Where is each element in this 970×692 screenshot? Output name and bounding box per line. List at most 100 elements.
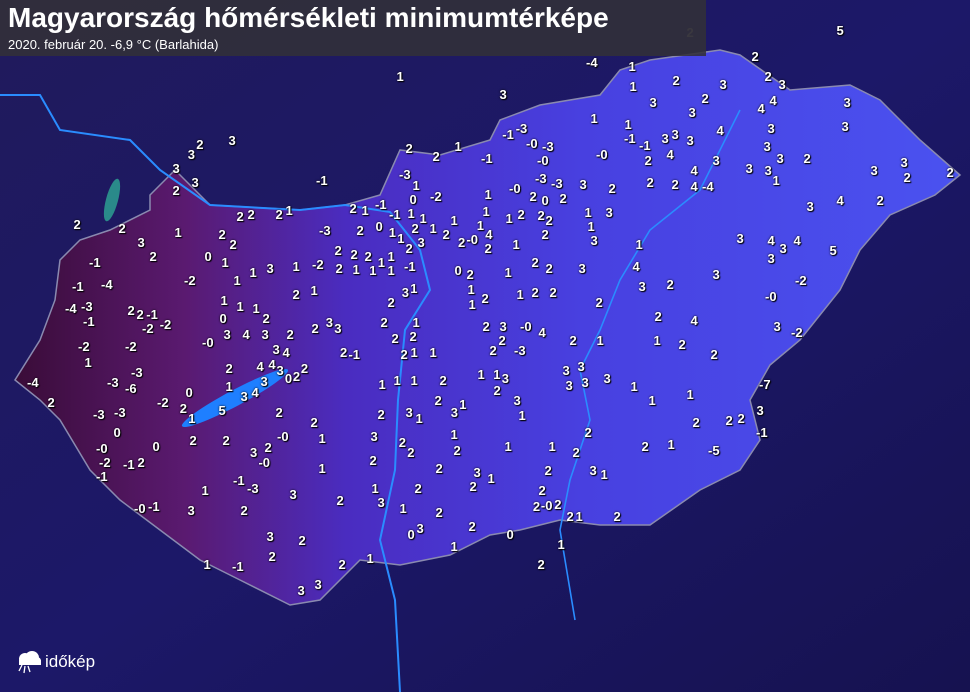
station-temperature: 3 — [581, 374, 589, 390]
station-temperature: 3 — [416, 520, 424, 536]
station-temperature: -7 — [759, 376, 771, 392]
station-temperature: 3 — [686, 132, 694, 148]
station-temperature: 2 — [489, 342, 497, 358]
station-temperature: 1 — [667, 436, 675, 452]
station-temperature: 3 — [334, 320, 342, 336]
station-temperature: 2 — [481, 290, 489, 306]
station-temperature: -1 — [123, 456, 135, 472]
station-temperature: 1 — [399, 500, 407, 516]
station-temperature: 0 — [219, 310, 227, 326]
station-temperature: 0 — [204, 248, 212, 264]
station-temperature: 2 — [400, 346, 408, 362]
station-temperature: 2 — [442, 226, 450, 242]
station-temperature: -4 — [65, 300, 77, 316]
station-temperature: 1 — [467, 281, 475, 297]
station-temperature: 1 — [518, 407, 526, 423]
station-temperature: 3 — [417, 234, 425, 250]
station-temperature: 2 — [405, 140, 413, 156]
station-temperature: 4 — [538, 324, 546, 340]
title-bar: Magyarország hőmérsékleti minimumtérképe… — [0, 0, 706, 56]
station-temperature: 3 — [712, 152, 720, 168]
station-temperature: 1 — [504, 438, 512, 454]
station-temperature: 2 — [482, 318, 490, 334]
station-temperature: 1 — [252, 300, 260, 316]
station-temperature: 2 — [566, 508, 574, 524]
station-temperature: -2 — [430, 188, 442, 204]
station-temperature: 1 — [236, 298, 244, 314]
station-temperature: 2 — [453, 442, 461, 458]
station-temperature: 1 — [504, 264, 512, 280]
station-temperature: -1 — [72, 278, 84, 294]
station-temperature: 3 — [841, 118, 849, 134]
station-temperature: 2 — [247, 206, 255, 222]
station-temperature: -3 — [81, 299, 93, 315]
station-temperature: 2 — [498, 332, 506, 348]
station-temperature: 2 — [654, 308, 662, 324]
station-temperature: 2 — [725, 412, 733, 428]
station-temperature: 5 — [829, 242, 837, 258]
station-temperature: 3 — [736, 230, 744, 246]
lake-ferto — [103, 178, 121, 222]
station-temperature: -1 — [232, 558, 244, 574]
station-temperature: -5 — [708, 442, 720, 458]
station-temperature: 2 — [439, 372, 447, 388]
station-temperature: -1 — [375, 196, 387, 212]
station-temperature: 1 — [686, 386, 694, 402]
station-temperature: 3 — [565, 377, 573, 393]
station-temperature: 1 — [487, 470, 495, 486]
station-temperature: 2 — [118, 220, 126, 236]
station-temperature: 4 — [268, 356, 276, 372]
station-temperature: 2 — [275, 206, 283, 222]
station-temperature: -1 — [233, 472, 245, 488]
station-temperature: -0 — [202, 334, 214, 350]
station-temperature: 2 — [311, 320, 319, 336]
station-temperature: 1 — [285, 202, 293, 218]
station-temperature: -1 — [148, 498, 160, 514]
station-temperature: 2 — [336, 492, 344, 508]
station-temperature: 0 — [409, 191, 417, 207]
station-temperature: 1 — [220, 292, 228, 308]
station-temperature: 3 — [314, 576, 322, 592]
station-temperature: 3 — [688, 104, 696, 120]
station-temperature: 2 — [300, 360, 309, 376]
station-temperature: 2 — [350, 247, 358, 263]
station-temperature: 2 — [405, 240, 413, 256]
station-temperature: 2 — [340, 344, 348, 360]
station-temperature: 2 — [268, 548, 276, 564]
station-temperature: 1 — [516, 286, 524, 302]
station-temperature: 2 — [531, 254, 539, 270]
station-temperature: -0 — [520, 318, 532, 334]
station-temperature: -0 — [258, 454, 270, 470]
station-temperature: 1 — [648, 392, 656, 408]
station-temperature: 2 — [608, 180, 616, 196]
station-temperature: 3 — [638, 278, 646, 294]
station-temperature: 3 — [764, 162, 772, 178]
station-temperature: -2 — [312, 256, 324, 272]
station-temperature: 4 — [256, 359, 264, 375]
station-temperature: 2 — [537, 556, 545, 572]
station-temperature: 0 — [113, 424, 121, 440]
station-temperature: 0 — [506, 526, 514, 542]
station-temperature: 2 — [529, 188, 537, 204]
station-temperature: 4 — [251, 384, 259, 400]
station-temperature: 2 — [349, 200, 357, 216]
danube-river — [0, 94, 432, 692]
station-temperature: -0 — [526, 135, 538, 151]
station-temperature: 1 — [596, 332, 604, 348]
station-temperature: 2 — [310, 414, 318, 430]
station-temperature: 2 — [751, 48, 759, 64]
station-temperature: 3 — [578, 260, 586, 276]
station-temperature: 1 — [371, 480, 379, 496]
station-temperature: 3 — [767, 120, 775, 136]
station-temperature: 2 — [517, 206, 525, 222]
station-temperature: -1 — [389, 206, 401, 222]
station-temperature: 1 — [396, 68, 404, 84]
station-temperature: 3 — [261, 326, 269, 342]
idokep-logo[interactable]: időkép — [16, 650, 95, 674]
station-temperature: 2 — [335, 260, 343, 276]
station-temperature: -2 — [99, 455, 111, 471]
station-temperature: 2 — [172, 182, 180, 198]
station-temperature: 3 — [405, 404, 413, 420]
station-temperature: 3 — [712, 266, 720, 282]
